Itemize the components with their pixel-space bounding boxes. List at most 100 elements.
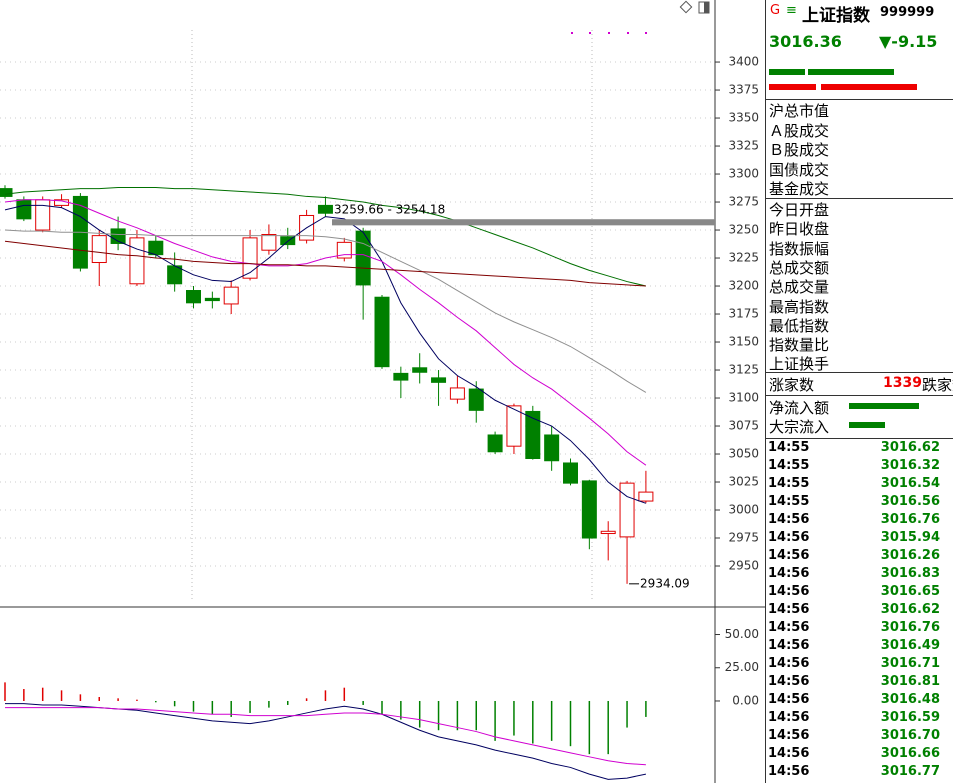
candle-body (35, 199, 51, 231)
candle-body (261, 234, 277, 251)
tick-price: 3016.65 (880, 584, 940, 599)
badge[interactable]: G (770, 3, 781, 18)
candle-body (431, 377, 447, 383)
tick-price: 3016.70 (880, 728, 940, 743)
bar (769, 84, 816, 90)
tick-time: 14:56 (768, 602, 810, 617)
flow-label: 大宗流入 (769, 418, 830, 436)
dot (608, 32, 610, 34)
tick-row: 14:56 3015.94 (768, 530, 952, 548)
stat-label: 上证换手 (769, 355, 830, 374)
index-code: 999999 (880, 5, 935, 20)
candle-body (0, 188, 13, 197)
candle-body (619, 482, 635, 538)
toolbar-icons[interactable] (679, 0, 710, 14)
tick-row: 14:56 3016.65 (768, 584, 952, 602)
tick-time: 14:56 (768, 710, 810, 725)
y-tick-label: 3200 (728, 279, 759, 293)
tick-price: 3016.81 (880, 674, 940, 689)
tick-time: 14:56 (768, 728, 810, 743)
y-tick-label: 2950 (728, 559, 759, 573)
tick-row: 14:55 3016.56 (768, 494, 952, 512)
tick-time: 14:56 (768, 638, 810, 653)
separator (766, 372, 953, 373)
tick-row: 14:56 3016.76 (768, 512, 952, 530)
tick-price: 3016.32 (880, 458, 940, 473)
range-label: 3259.66 - 3254.18 (334, 203, 445, 217)
tick-price: 3016.62 (880, 440, 940, 455)
stat-label: 昨日收盘 (769, 220, 830, 239)
tick-time: 14:55 (768, 494, 810, 509)
indicator-line (4, 199, 647, 466)
tick-price: 3016.26 (880, 548, 940, 563)
menu-icon[interactable]: ≡ (786, 3, 797, 18)
y-tick-label: 3250 (728, 223, 759, 237)
bar (849, 422, 885, 428)
candle-body (525, 410, 541, 459)
stat-label: 国债成交 (769, 160, 830, 179)
candle-body (317, 204, 333, 214)
candle-body (544, 434, 560, 462)
candle-body (468, 388, 484, 411)
tick-price: 3016.76 (880, 620, 940, 635)
candle-body (506, 405, 522, 447)
tick-time: 14:56 (768, 674, 810, 689)
indicator-line (4, 186, 647, 287)
up-count: 1339 (883, 375, 922, 391)
price: 3016.36 (769, 32, 842, 51)
tick-time: 14:56 (768, 566, 810, 581)
y-tick-label: 3175 (728, 307, 759, 321)
candle-body (148, 240, 164, 256)
tick-row: 14:55 3016.54 (768, 476, 952, 494)
bar (769, 69, 805, 75)
stat-label: 总成交额 (769, 258, 830, 277)
chart-area: 2950 2975 3000 3025 3050 3075 3100 3125 3150 3175… (0, 0, 765, 783)
candle-body (110, 228, 126, 244)
separator (766, 99, 953, 100)
y-tick-label: 3125 (728, 363, 759, 377)
stat-label: 沪总市值 (769, 102, 830, 120)
low-label: 2934.09 (640, 576, 690, 590)
stat-label: 今日开盘 (769, 201, 830, 219)
dot (645, 32, 647, 34)
candle-body (412, 367, 428, 373)
candle-body (91, 235, 107, 264)
separator (766, 198, 953, 199)
tick-row: 14:56 3016.83 (768, 566, 952, 584)
indicator-line (4, 204, 647, 504)
stat-label: 指数量比 (769, 336, 830, 355)
tick-row: 14:56 3016.48 (768, 692, 952, 710)
dots (571, 32, 647, 34)
tick-price: 3016.83 (880, 566, 940, 581)
stat-label: Ａ股成交 (769, 121, 830, 140)
tick-row: 14:56 3016.77 (768, 764, 952, 782)
candle-body (186, 290, 201, 304)
tick-price: 3016.66 (880, 746, 940, 761)
y-tick-label: 3325 (728, 139, 759, 153)
bar (808, 69, 894, 75)
candle-body (393, 372, 409, 381)
tick-row: 14:56 3016.71 (768, 656, 952, 674)
candle-body (129, 237, 145, 285)
tick-price: 3016.62 (880, 602, 940, 617)
stat-label: 最低指数 (769, 316, 830, 335)
y-tick-label: 3275 (728, 195, 759, 209)
up-label: 涨家数 (769, 376, 815, 394)
tick-time: 14:56 (768, 656, 810, 671)
tick-row: 14:56 3016.70 (768, 728, 952, 746)
y-tick-label: 50.00 (725, 627, 759, 641)
y-tick-label: 3150 (728, 335, 759, 349)
stat-label: 总成交量 (769, 278, 830, 297)
tick-row: 14:56 3016.26 (768, 548, 952, 566)
candle-body (223, 286, 239, 305)
candle-body (487, 434, 503, 453)
y-tick-label: 3225 (728, 251, 759, 265)
dot (627, 32, 629, 34)
tick-price: 3015.94 (880, 530, 940, 545)
indicator-line (4, 229, 647, 393)
tick-price: 3016.76 (880, 512, 940, 527)
tick-price: 3016.77 (880, 764, 940, 779)
icon[interactable] (679, 0, 693, 14)
y-tick-label: 3025 (728, 475, 759, 489)
stat-label: 指数振幅 (769, 239, 830, 258)
